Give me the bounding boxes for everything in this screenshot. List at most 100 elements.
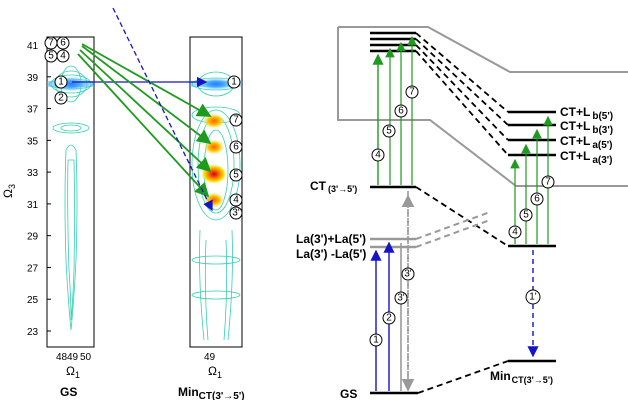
y-tick-41: 41 — [27, 41, 39, 52]
gs-arrow-marker-2: 2 — [382, 311, 396, 325]
green-arrow-4 — [77, 53, 210, 198]
gray-envelope-lower — [337, 27, 628, 187]
gs-x-tick-50: 50 — [80, 352, 92, 363]
gs-x-tick-49: 49 — [67, 352, 79, 363]
ct-la-dashes — [415, 32, 509, 394]
ct-right-levels — [508, 110, 556, 157]
svg-text:5: 5 — [233, 170, 239, 181]
y-tick-27: 27 — [27, 263, 39, 274]
svg-text:4: 4 — [60, 51, 66, 62]
right-green-marker-6: 6 — [530, 192, 544, 206]
ct-label: CT (3'→5') — [310, 179, 357, 194]
y-axis-title: Ω3 — [1, 184, 17, 198]
min-x-axis-title: Ω1 — [208, 364, 222, 380]
right-green-marker-7: 7 — [541, 175, 555, 189]
gs-spectrum-panel — [46, 36, 95, 348]
gs-arrow-markers: 1 2 3' 3' — [369, 267, 415, 347]
gs-marker-6: 6 — [56, 36, 70, 50]
right-green-marker-4: 4 — [508, 225, 522, 239]
gs-marker-5: 5 — [44, 49, 58, 63]
right-green-marker-5: 5 — [519, 208, 533, 222]
svg-text:2: 2 — [58, 93, 64, 104]
right-green-markers: 4 5 6 7 — [508, 175, 555, 239]
min-marker-1: 1 — [227, 75, 241, 89]
ct-level-label-4: CT+L a(3') — [560, 149, 613, 166]
energy-diagram: CT+L b(5') CT+L b(3') CT+L a(5') CT+L a(3') … — [296, 26, 628, 400]
svg-text:6: 6 — [60, 38, 66, 49]
gs-arrow-marker-1: 1 — [369, 333, 383, 347]
left-green-marker-4: 4 — [371, 148, 385, 162]
gs-arrow-marker-3prime: 3' — [394, 291, 408, 305]
min-peak-markers: 1 7 6 5 4 3' — [227, 75, 243, 220]
min-x-tick-49: 49 — [204, 352, 216, 363]
svg-text:7: 7 — [233, 115, 239, 126]
green-arrow-6 — [81, 45, 212, 145]
svg-text:7: 7 — [545, 177, 551, 188]
gs-x-tick-48: 48 — [56, 352, 68, 363]
gs-x-axis: 48 49 50 Ω1 GS — [56, 352, 92, 399]
gs-marker-4: 4 — [56, 49, 70, 63]
y-tick-31: 31 — [27, 200, 39, 211]
la-plus-label: La(3')+La(5') — [296, 232, 366, 246]
gray-envelope-upper — [338, 26, 628, 73]
min-panel-title: MinCT(3'→5') — [178, 385, 245, 400]
y-tick-37: 37 — [27, 105, 39, 116]
svg-text:2: 2 — [386, 313, 392, 324]
svg-text:7: 7 — [48, 38, 54, 49]
svg-text:1': 1' — [529, 292, 537, 303]
svg-text:3': 3' — [404, 269, 412, 280]
gs-panel-title: GS — [60, 385, 77, 399]
svg-text:6: 6 — [398, 106, 404, 117]
svg-text:5: 5 — [386, 126, 392, 137]
y-tick-33: 33 — [27, 168, 39, 179]
svg-text:1: 1 — [231, 77, 237, 88]
gs-marker-1: 1 — [54, 75, 68, 89]
y-axis: 41 39 37 35 33 31 29 27 25 23 Ω3 — [1, 41, 51, 338]
gs-marker-7: 7 — [44, 36, 58, 50]
panel-connectors — [72, 7, 213, 212]
svg-text:4: 4 — [233, 195, 239, 206]
left-green-markers: 4 5 6 7 — [371, 85, 419, 162]
ct-gs-marker-3prime: 3' — [401, 267, 415, 281]
relax-marker: 1' — [525, 289, 541, 305]
svg-text:7: 7 — [409, 87, 415, 98]
svg-text:5: 5 — [523, 210, 529, 221]
min-x-axis: 49 Ω1 MinCT(3'→5') — [178, 352, 245, 400]
min-peak-7 — [202, 113, 226, 129]
svg-text:5: 5 — [48, 51, 54, 62]
gs-peak-markers: 7 6 5 4 1 2 — [44, 36, 70, 105]
y-tick-29: 29 — [27, 232, 39, 243]
svg-text:4: 4 — [375, 150, 381, 161]
left-green-marker-5: 5 — [382, 124, 396, 138]
blue-dashed-diagonal — [112, 7, 213, 212]
min-label: MinCT(3'→5') — [490, 369, 553, 385]
min-marker-6: 6 — [229, 140, 243, 154]
ct-level-label-1: CT+L b(5') — [560, 105, 613, 122]
left-green-marker-7: 7 — [405, 85, 419, 99]
left-green-marker-6: 6 — [394, 104, 408, 118]
min-marker-5: 5 — [229, 168, 243, 182]
ct-level-label-2: CT+L b(3') — [560, 119, 613, 136]
y-tick-25: 25 — [27, 295, 39, 306]
gs-label: GS — [340, 387, 357, 400]
svg-text:6: 6 — [233, 142, 239, 153]
svg-text:3': 3' — [232, 208, 240, 219]
y-tick-23: 23 — [27, 327, 39, 338]
min-marker-4: 4 — [229, 193, 243, 207]
y-tick-39: 39 — [27, 73, 39, 84]
green-arrow-7 — [81, 43, 212, 117]
y-tick-35: 35 — [27, 136, 39, 147]
ct-level-label-3: CT+L a(5') — [560, 134, 613, 151]
svg-text:1: 1 — [58, 77, 64, 88]
svg-text:6: 6 — [534, 194, 540, 205]
min-peak-6 — [203, 139, 225, 155]
gs-x-axis-title: Ω1 — [66, 364, 80, 380]
svg-text:3': 3' — [397, 293, 405, 304]
la-minus-label: La(3') -La(5') — [296, 247, 366, 261]
svg-text:1: 1 — [373, 335, 379, 346]
min-marker-7: 7 — [229, 113, 243, 127]
svg-text:4: 4 — [512, 227, 518, 238]
min-marker-3prime: 3' — [229, 206, 243, 220]
ct-la-levels-left — [370, 31, 416, 53]
